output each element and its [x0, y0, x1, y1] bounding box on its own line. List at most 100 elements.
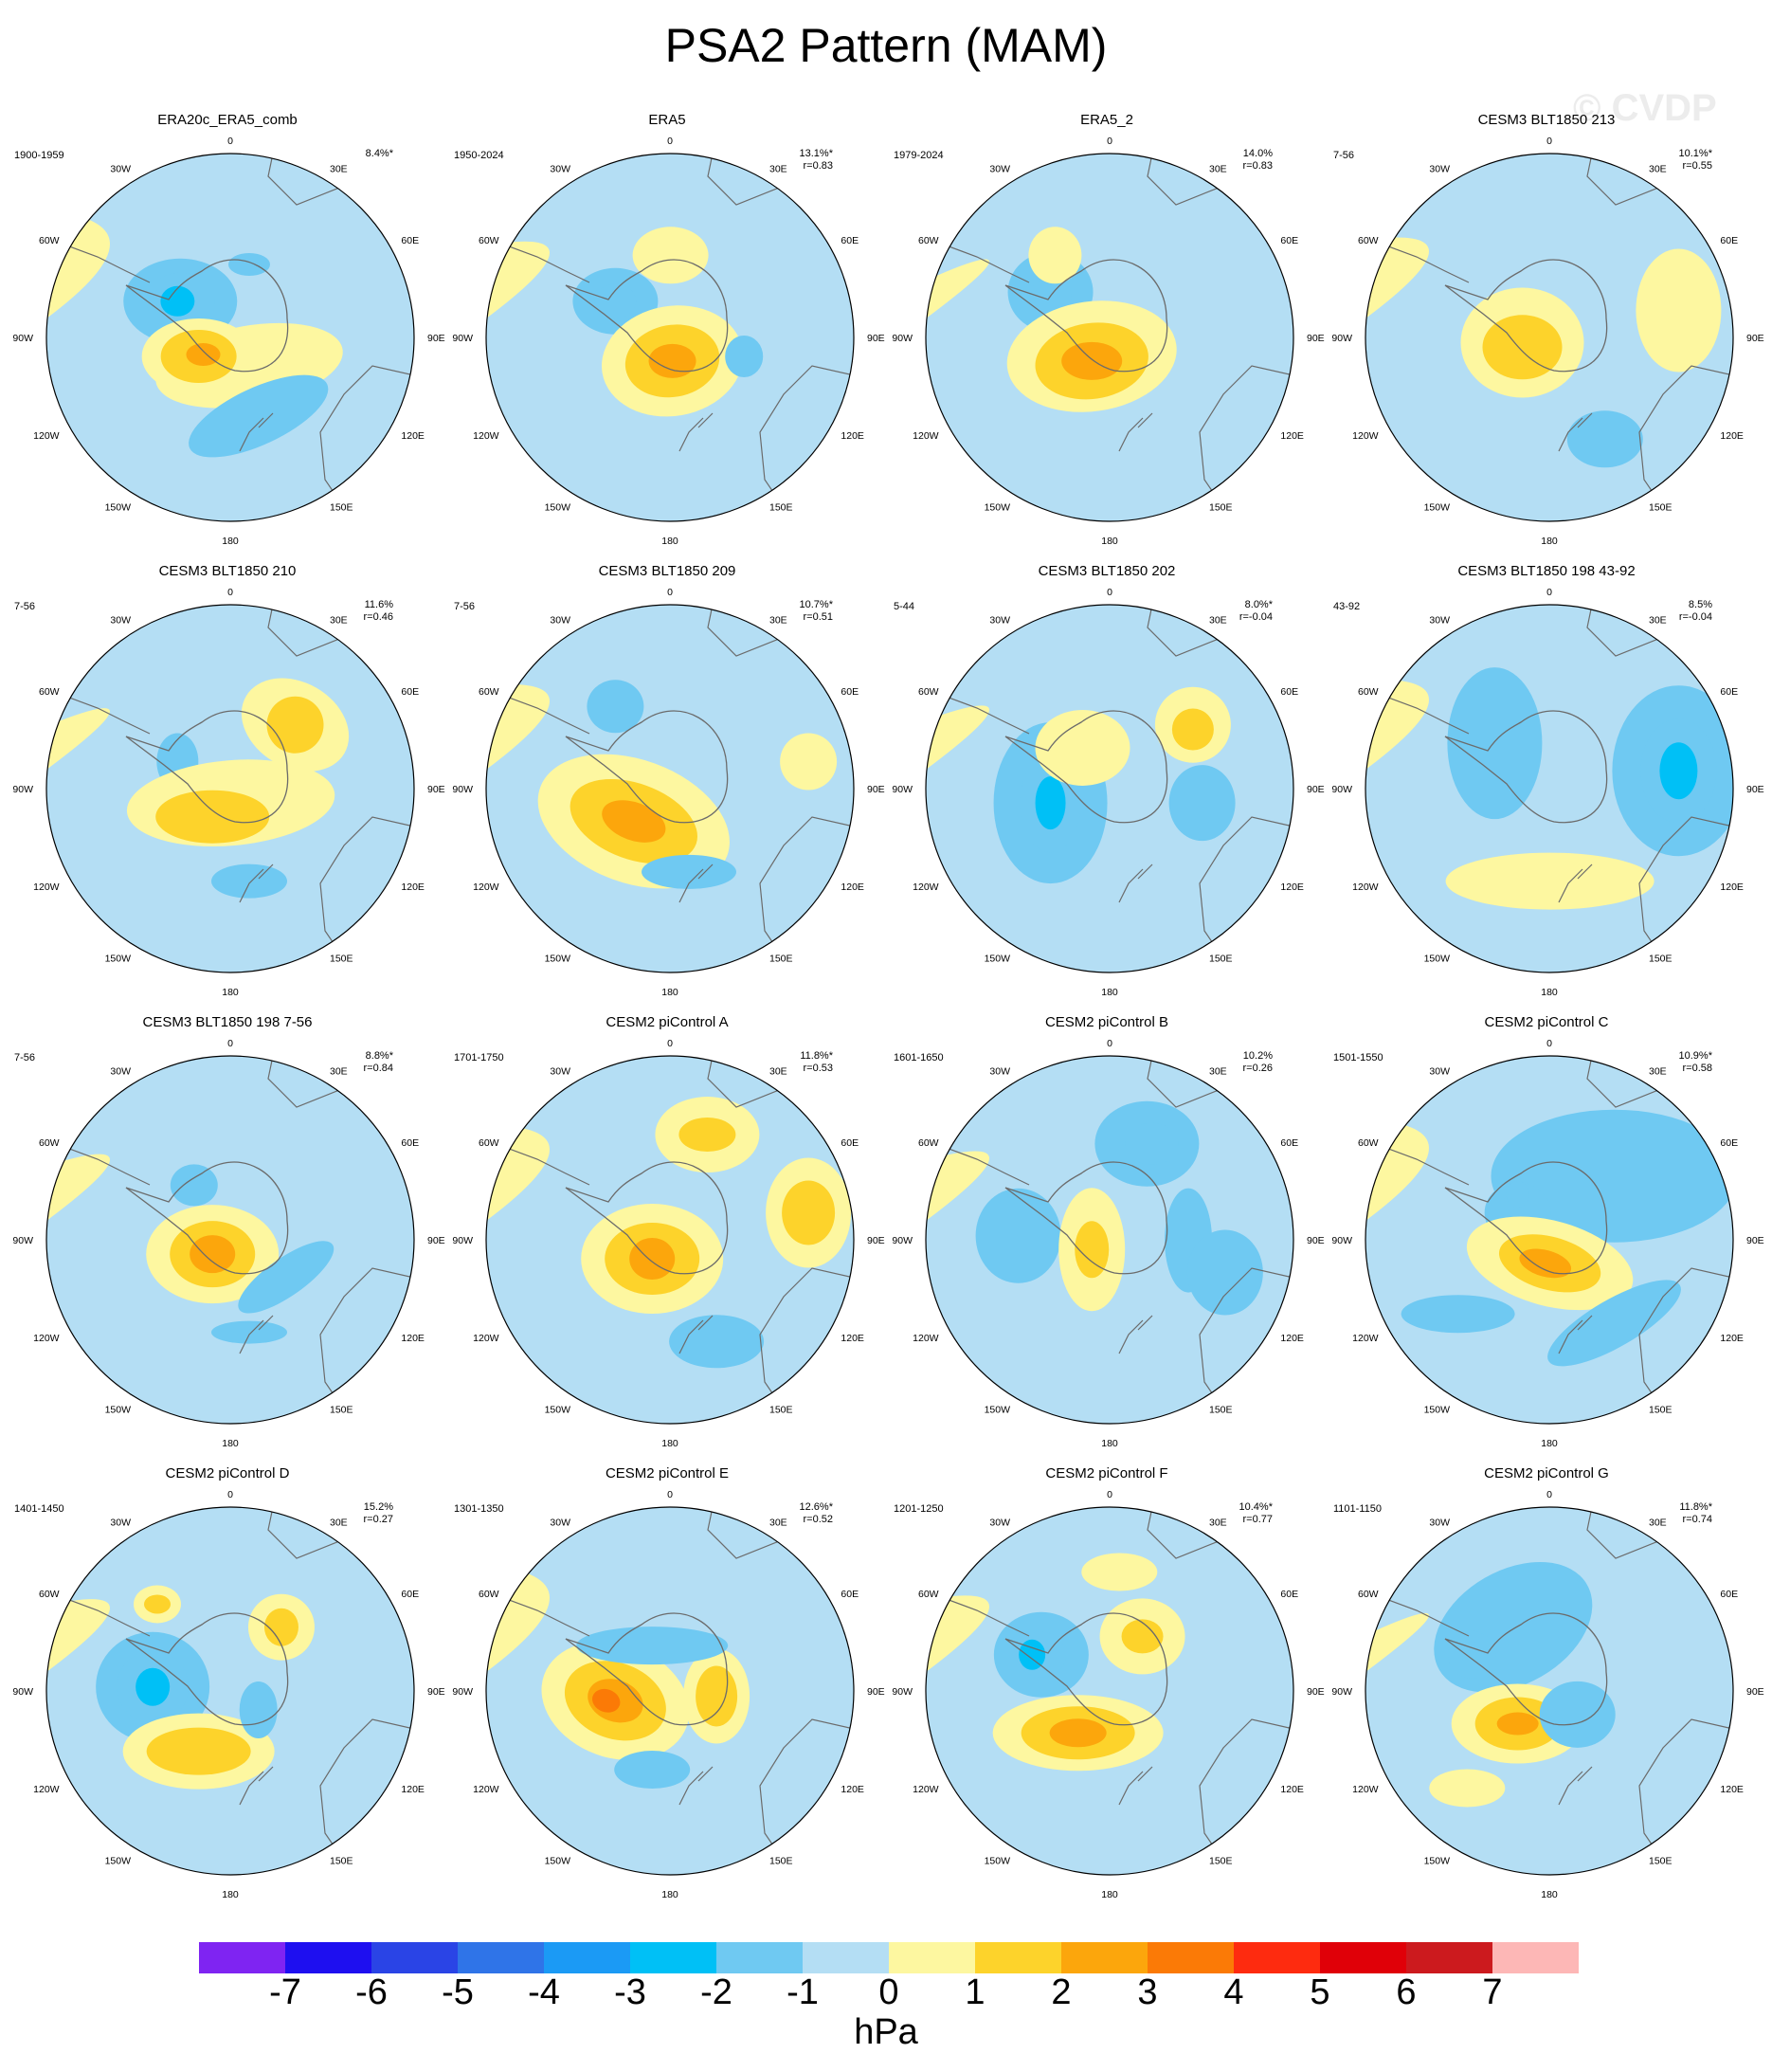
australia-coastline	[759, 1718, 854, 1875]
positive-anomaly-contour	[1035, 709, 1130, 786]
cvdp-watermark: © CVDP	[1573, 87, 1717, 129]
australia-coastline	[1199, 365, 1293, 521]
map-boundary	[1365, 1055, 1734, 1425]
map-boundary	[485, 1055, 855, 1425]
longitude-label: 0	[1107, 1489, 1112, 1500]
panel-title: CESM3 BLT1850 210	[158, 563, 297, 579]
negative-anomaly-contour	[136, 1667, 171, 1706]
negative-anomaly-contour	[1506, 1181, 1529, 1209]
polar-map: 0 30E 60E 90E 120E 150E 180 150W 120W 90W 60W 30W	[12, 136, 444, 547]
longitude-label: 120W	[1352, 1333, 1379, 1344]
longitude-label: 60W	[1358, 1589, 1379, 1600]
panel-title: ERA5_2	[1080, 112, 1133, 128]
longitude-label: 30E	[330, 615, 348, 627]
panel-years: 1979-2024	[894, 150, 944, 161]
colorbar-segment	[1234, 1942, 1320, 1973]
explained-variance: 10.4%*	[1239, 1501, 1273, 1513]
polar-map: 0 30E 60E 90E 120E 150E 180 150W 120W 90W 60W 30W	[892, 1038, 1325, 1449]
panel-stats: 14.0% r=0.83	[1243, 148, 1274, 173]
south-america-coastline	[46, 1139, 151, 1186]
panel-stats: 10.4%* r=0.77	[1239, 1501, 1273, 1526]
longitude-label: 120W	[913, 882, 939, 893]
new-zealand-coastline	[678, 1315, 714, 1354]
polar-map: 0 30E 60E 90E 120E 150E 180 150W 120W 90W 60W 30W	[452, 1038, 884, 1449]
colorbar-tick: 3	[1137, 1972, 1158, 2012]
negative-anomaly-contour	[1491, 1109, 1733, 1243]
longitude-label: 60E	[841, 1137, 859, 1149]
longitude-label: 150E	[1649, 953, 1673, 964]
longitude-label: 90E	[1307, 1235, 1325, 1246]
longitude-label: 30W	[110, 164, 131, 175]
longitude-label: 150W	[545, 953, 571, 964]
longitude-label: 30W	[989, 1066, 1010, 1078]
positive-anomaly-contour	[263, 1608, 298, 1646]
new-zealand-coastline	[239, 863, 274, 903]
pattern-correlation: r=0.53	[803, 1063, 834, 1074]
south-america-coastline	[486, 688, 590, 735]
longitude-label: 180	[1541, 1438, 1558, 1449]
positive-anomaly-contour	[780, 733, 838, 791]
longitude-label: 90E	[1746, 1235, 1764, 1246]
pattern-correlation: r=0.46	[363, 611, 394, 623]
negative-anomaly-contour	[211, 1320, 287, 1344]
pattern-correlation: r=0.27	[363, 1514, 394, 1525]
longitude-label: 180	[222, 1889, 239, 1900]
panel-title: CESM3 BLT1850 198 43-92	[1457, 563, 1636, 579]
polar-map: 0 30E 60E 90E 120E 150E 180 150W 120W 90W 60W 30W	[12, 587, 444, 998]
panel-title: CESM3 BLT1850 198 7-56	[142, 1014, 313, 1030]
longitude-label: 120E	[1280, 1784, 1304, 1795]
south-america-coastline	[926, 1590, 1030, 1637]
panel-years: 7-56	[14, 1052, 36, 1063]
longitude-label: 30W	[550, 164, 570, 175]
longitude-label: 150W	[1424, 501, 1451, 513]
antarctica-coastline	[1444, 710, 1608, 824]
pattern-correlation: r=0.83	[803, 160, 834, 172]
longitude-label: 0	[1546, 1489, 1552, 1500]
panel-years: 1701-1750	[454, 1052, 504, 1063]
longitude-label: 120E	[841, 1333, 864, 1344]
panel-stats: 15.2% r=0.27	[364, 1501, 394, 1526]
pattern-correlation: r=0.51	[803, 611, 834, 623]
colorbar-tick: -4	[528, 1972, 560, 2012]
panel-years: 1601-1650	[894, 1052, 944, 1063]
longitude-label: 30E	[330, 1066, 348, 1078]
longitude-label: 90E	[1307, 784, 1325, 795]
pattern-correlation: r=-0.04	[1239, 611, 1273, 623]
positive-anomaly-region	[46, 1154, 110, 1221]
map-boundary	[45, 153, 415, 522]
longitude-label: 30E	[1649, 164, 1667, 175]
new-zealand-coastline	[1118, 1315, 1153, 1354]
positive-anomaly-contour	[629, 1238, 676, 1280]
longitude-label: 120E	[841, 1784, 864, 1795]
longitude-label: 120E	[1720, 1784, 1744, 1795]
colorbar-tick: -5	[442, 1972, 474, 2012]
positive-anomaly-contour	[1636, 248, 1722, 373]
colorbar-segment	[458, 1942, 544, 1973]
longitude-label: 30W	[989, 1518, 1010, 1529]
explained-variance: 11.8%*	[800, 1050, 833, 1062]
map-boundary	[485, 153, 855, 522]
australia-coastline	[319, 365, 414, 521]
longitude-label: 90W	[12, 1235, 33, 1246]
antarctica-coastline	[1444, 259, 1608, 373]
longitude-label: 30E	[330, 164, 348, 175]
colorbar-segment	[889, 1942, 975, 1973]
longitude-label: 120E	[1280, 430, 1304, 442]
map-panel: CESM2 piControl B 1601-1650 10.2% r=0.26 0 30…	[888, 1014, 1326, 1465]
longitude-label: 90W	[892, 1235, 913, 1246]
panel-stats: 8.4%*	[366, 148, 393, 160]
longitude-label: 90W	[892, 784, 913, 795]
new-zealand-coastline	[1118, 412, 1153, 452]
colorbar-units: hPa	[854, 2012, 918, 2052]
longitude-label: 90E	[867, 333, 885, 344]
longitude-label: 150W	[985, 953, 1011, 964]
panel-title: CESM3 BLT1850 202	[1038, 563, 1176, 579]
longitude-label: 120E	[1280, 1333, 1304, 1344]
longitude-label: 60W	[1358, 1137, 1379, 1149]
colorbar-segment	[803, 1942, 889, 1973]
longitude-label: 60E	[401, 235, 419, 246]
polar-map: 0 30E 60E 90E 120E 150E 180 150W 120W 90W 60W 30W	[12, 1489, 444, 1900]
negative-anomaly-contour	[170, 1164, 218, 1207]
negative-anomaly-contour	[1447, 667, 1543, 820]
longitude-label: 120E	[841, 882, 864, 893]
